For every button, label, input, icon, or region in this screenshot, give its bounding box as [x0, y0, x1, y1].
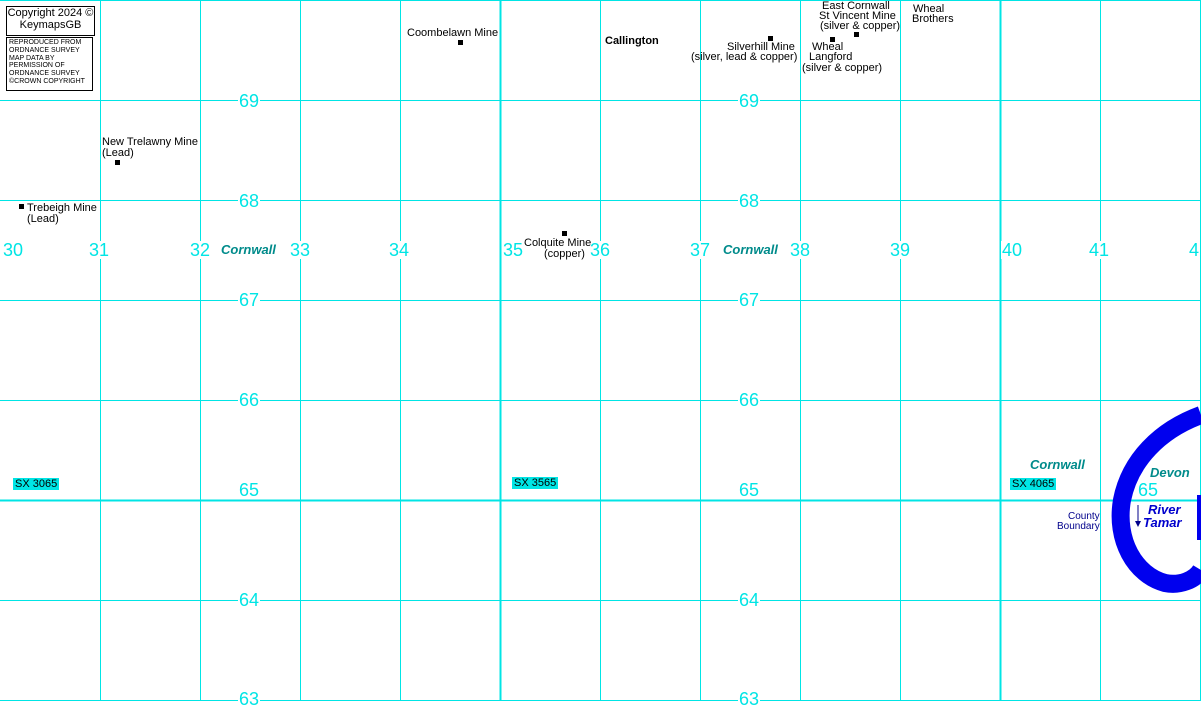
easting-label: 39 [889, 240, 912, 260]
place-label-new-trelawny-detail: (Lead) [102, 147, 134, 159]
mine-marker[interactable] [768, 36, 773, 41]
mine-marker[interactable] [562, 231, 567, 236]
easting-label: 38 [789, 240, 812, 260]
northing-label: 64 [738, 590, 761, 610]
place-label-coombelawn: Coombelawn Mine [407, 27, 499, 39]
river-flow-arrowhead [1135, 521, 1141, 527]
northing-label: 66 [738, 390, 761, 410]
place-label-callington: Callington [605, 35, 659, 47]
grid-ref-label: SX 3565 [512, 477, 559, 489]
northing-label: 69 [238, 91, 261, 111]
easting-label: 4 [1188, 240, 1201, 260]
easting-label: 37 [689, 240, 712, 260]
place-label-silverhill: Silverhill Mine [727, 41, 795, 53]
place-label-silverhill-detail: (silver, lead & copper) [691, 51, 798, 63]
notice-line: ORDNANCE SURVEY [9, 70, 80, 78]
place-label-colquite-detail: (copper) [544, 248, 585, 260]
grid-ref-label: SX 3065 [13, 478, 60, 490]
easting-label: 31 [88, 240, 111, 260]
easting-label: 30 [2, 240, 25, 260]
mine-marker[interactable] [830, 37, 835, 42]
ordnance-survey-notice: REPRODUCED FROM ORDNANCE SURVEY MAP DATA… [6, 37, 93, 91]
mine-marker[interactable] [854, 32, 859, 37]
northing-label: 67 [738, 290, 761, 310]
place-label-wheal-langford-detail: (silver & copper) [802, 62, 883, 74]
place-label-new-trelawny: New Trelawny Mine [102, 136, 198, 148]
county-label-devon: Devon [1150, 465, 1190, 480]
place-label-st-vincent: St Vincent Mine [819, 10, 896, 22]
publisher-name: KeymapsGB [19, 19, 82, 31]
county-boundary-line [1111, 406, 1201, 593]
northing-label: 67 [238, 290, 261, 310]
notice-line: REPRODUCED FROM [9, 39, 82, 46]
easting-label: 35 [502, 240, 525, 260]
notice-line: ORDNANCE SURVEY [9, 46, 80, 54]
northing-label: 65 [738, 480, 761, 500]
northing-label: 69 [738, 91, 761, 111]
northing-label: 68 [238, 191, 261, 211]
northing-label: 64 [238, 590, 261, 610]
river-label-2: Tamar [1143, 515, 1182, 530]
northing-label: 63 [238, 689, 261, 709]
notice-line: PERMISSION OF [9, 62, 65, 70]
easting-label: 33 [289, 240, 312, 260]
place-label-east-cornwall: East Cornwall [822, 0, 890, 12]
easting-label: 34 [388, 240, 411, 260]
county-label-cornwall: Cornwall [1030, 457, 1085, 472]
river-tamar-edge [1197, 495, 1201, 540]
place-label-wheal-brothers-2: Brothers [912, 13, 954, 25]
boundary-label: County [1068, 511, 1100, 522]
northing-label: 68 [738, 191, 761, 211]
easting-label: 36 [589, 240, 612, 260]
grid-ref-label: SX 4065 [1010, 478, 1057, 490]
northing-label: 66 [238, 390, 261, 410]
easting-label: 32 [189, 240, 212, 260]
place-label-trebeigh-detail: (Lead) [27, 213, 59, 225]
easting-label: 40 [1001, 240, 1024, 260]
place-label-wheal-langford-2: Langford [809, 51, 853, 63]
northing-label: 65 [238, 480, 261, 500]
easting-label: 41 [1088, 240, 1111, 260]
notice-line: ©CROWN COPYRIGHT [9, 77, 85, 85]
northing-label: 63 [738, 689, 761, 709]
mine-marker[interactable] [458, 40, 463, 45]
county-label-cornwall: Cornwall [221, 242, 276, 257]
county-label-cornwall: Cornwall [723, 242, 778, 257]
mine-marker[interactable] [19, 204, 24, 209]
place-label-trebeigh: Trebeigh Mine [27, 202, 97, 214]
notice-line: MAP DATA BY [9, 54, 55, 62]
boundary-label-2: Boundary [1057, 521, 1100, 532]
copyright-line: Copyright 2024 © [7, 7, 94, 19]
place-label-st-vincent-detail: (silver & copper) [820, 20, 901, 32]
northing-label: 65 [1138, 480, 1159, 500]
place-label-wheal-brothers: Wheal [913, 3, 945, 15]
place-label-colquite: Colquite Mine [524, 237, 592, 249]
river-label: River [1148, 502, 1181, 517]
place-label-wheal-langford: Wheal [812, 41, 844, 53]
copyright-box: Copyright 2024 © KeymapsGB [6, 6, 95, 36]
mine-marker[interactable] [115, 160, 120, 165]
